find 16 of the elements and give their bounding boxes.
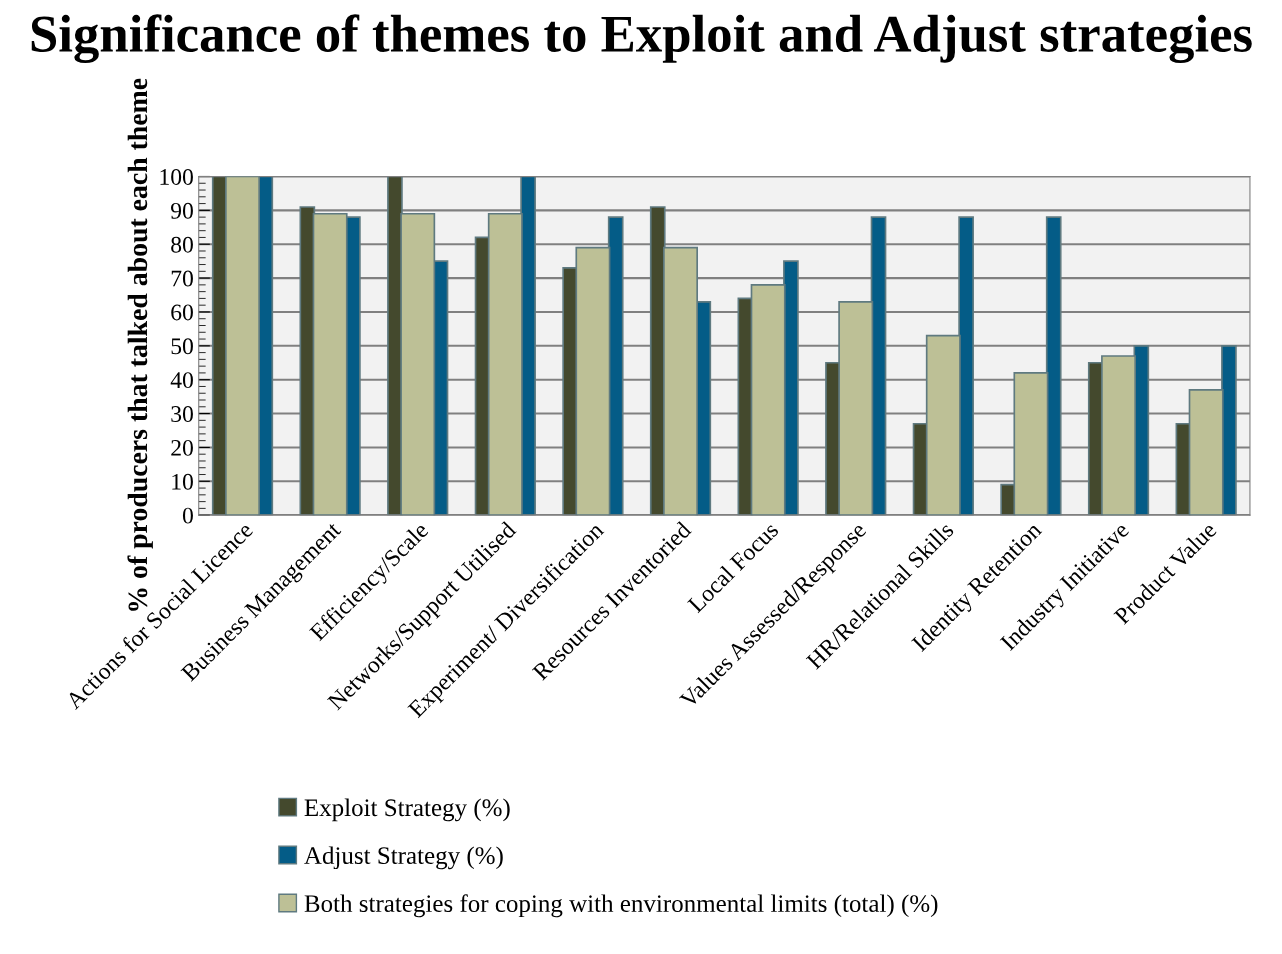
chart-title: Significance of themes to Exploit and Adjust strategies — [31, 14, 1252, 64]
y-tick-label: 0 — [182, 507, 193, 524]
y-tick-label: 70 — [171, 270, 193, 287]
y-axis-title: % of producers that talked about each theme — [127, 78, 153, 611]
legend-label: Adjust Strategy (%) — [304, 846, 503, 870]
y-tick-label: 10 — [172, 473, 193, 490]
y-tick-label: 30 — [171, 406, 193, 422]
y-tick-label: 90 — [171, 202, 193, 219]
y-tick-label: 100 — [160, 168, 193, 185]
y-tick-label: 80 — [171, 236, 193, 253]
legend-label: Exploit Strategy (%) — [304, 798, 510, 822]
y-tick-label: 20 — [171, 439, 193, 456]
y-tick-label: 40 — [170, 372, 193, 389]
y-tick-label: 50 — [171, 338, 193, 355]
legend-label: Both strategies for coping with environmental limits (total) (%) — [304, 894, 938, 918]
y-tick-label: 60 — [171, 304, 193, 321]
